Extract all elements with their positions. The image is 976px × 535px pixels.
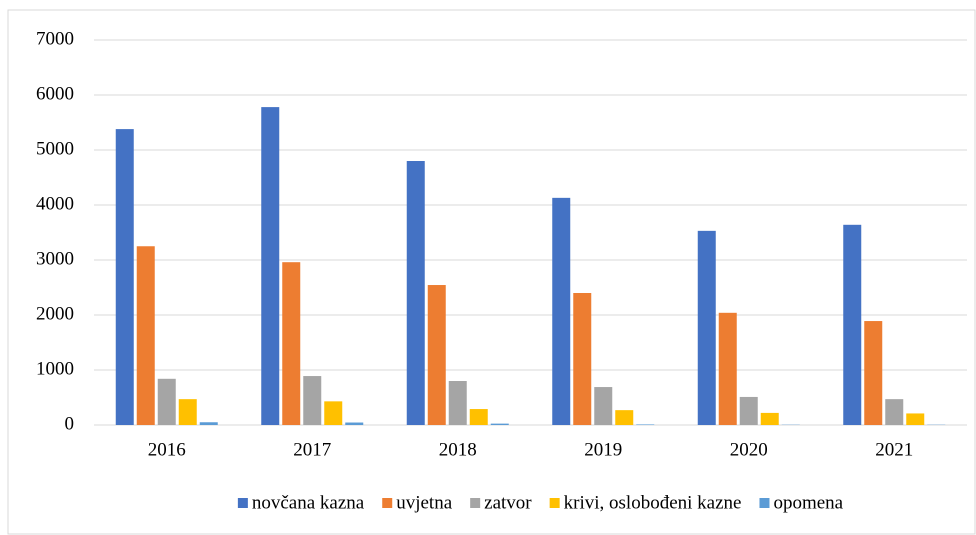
y-tick-label: 7000 bbox=[36, 28, 74, 49]
legend-swatch bbox=[759, 498, 770, 508]
y-tick-label: 0 bbox=[65, 413, 75, 434]
legend-label: uvjetna bbox=[396, 492, 452, 513]
bar bbox=[199, 422, 218, 425]
bar bbox=[843, 224, 862, 425]
bar bbox=[885, 399, 904, 425]
bar bbox=[157, 378, 176, 425]
bar bbox=[594, 387, 613, 425]
bar bbox=[469, 409, 488, 425]
bar bbox=[115, 129, 134, 425]
legend-swatch bbox=[549, 498, 560, 508]
x-tick-label: 2020 bbox=[730, 439, 768, 460]
bar bbox=[427, 285, 446, 425]
bar bbox=[303, 376, 322, 425]
y-tick-label: 4000 bbox=[36, 193, 74, 214]
legend-label: novčana kazna bbox=[252, 492, 365, 513]
legend-label: krivi, oslobođeni kazne bbox=[564, 492, 742, 513]
legend-swatch bbox=[382, 498, 393, 508]
bar bbox=[760, 412, 779, 425]
bar bbox=[136, 246, 155, 425]
bar bbox=[739, 396, 758, 425]
y-tick-label: 5000 bbox=[36, 138, 74, 159]
chart-border bbox=[7, 9, 976, 535]
bar bbox=[906, 413, 925, 425]
legend-swatch bbox=[237, 498, 248, 508]
bar bbox=[178, 399, 197, 425]
x-tick-label: 2018 bbox=[439, 439, 477, 460]
y-tick-label: 1000 bbox=[36, 358, 74, 379]
bar bbox=[718, 312, 737, 425]
y-tick-label: 6000 bbox=[36, 83, 74, 104]
bar bbox=[324, 401, 343, 425]
bar bbox=[552, 197, 571, 425]
bar bbox=[261, 107, 280, 425]
bar bbox=[864, 321, 883, 425]
bar bbox=[345, 422, 364, 425]
legend-label: opomena bbox=[773, 492, 843, 513]
x-tick-label: 2021 bbox=[875, 439, 913, 460]
bar bbox=[697, 230, 716, 425]
y-tick-label: 3000 bbox=[36, 248, 74, 269]
x-tick-label: 2016 bbox=[148, 439, 186, 460]
bar bbox=[573, 293, 592, 425]
x-tick-label: 2017 bbox=[293, 439, 331, 460]
bar bbox=[636, 424, 655, 425]
bar bbox=[448, 381, 467, 425]
legend-label: zatvor bbox=[484, 492, 532, 513]
bar bbox=[490, 423, 509, 425]
legend-swatch bbox=[470, 498, 481, 508]
x-tick-label: 2019 bbox=[584, 439, 622, 460]
y-tick-label: 2000 bbox=[36, 303, 74, 324]
bar bbox=[615, 410, 634, 425]
bar bbox=[282, 262, 301, 425]
bar bbox=[406, 161, 425, 425]
